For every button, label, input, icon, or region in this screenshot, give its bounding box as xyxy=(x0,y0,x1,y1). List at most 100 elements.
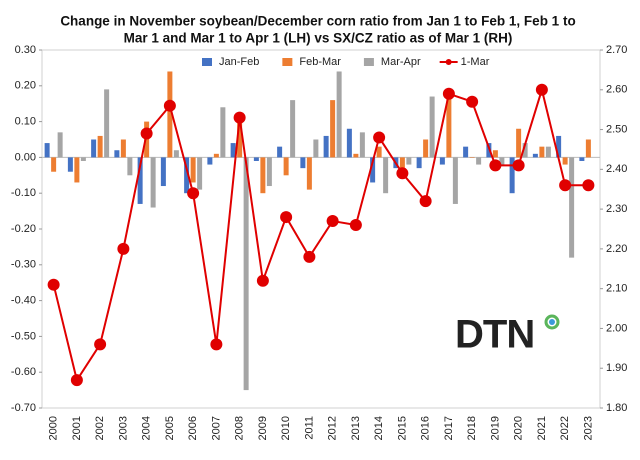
x-tick-label: 2018 xyxy=(466,416,478,440)
bar xyxy=(283,157,289,176)
y-tick-label: -0.70 xyxy=(11,402,36,414)
line-marker xyxy=(349,219,362,232)
y-tick-label: 0.10 xyxy=(15,116,36,128)
bar xyxy=(423,139,429,158)
y2-tick-label: 2.20 xyxy=(606,243,627,255)
line-marker xyxy=(373,131,386,144)
bar xyxy=(184,157,190,194)
bar xyxy=(114,150,120,158)
line-marker xyxy=(187,187,200,200)
y2-tick-label: 1.80 xyxy=(606,402,627,414)
line-marker xyxy=(233,111,246,124)
bar xyxy=(313,139,319,158)
y-tick-label: -0.60 xyxy=(11,366,36,378)
y2-tick-label: 2.00 xyxy=(606,322,627,334)
line-marker xyxy=(442,87,455,100)
legend-swatch xyxy=(445,59,452,65)
bar xyxy=(476,157,482,165)
y2-tick-label: 2.10 xyxy=(606,283,627,295)
bar xyxy=(220,107,226,158)
bar xyxy=(439,157,445,165)
logo-mark xyxy=(544,314,560,330)
bar xyxy=(173,150,179,158)
bar xyxy=(300,157,306,169)
line-marker xyxy=(94,338,107,351)
bar xyxy=(562,157,568,165)
bar xyxy=(160,157,166,187)
bar xyxy=(399,157,405,172)
legend-swatch xyxy=(282,58,293,66)
bar xyxy=(44,143,50,158)
bar xyxy=(74,157,80,183)
x-tick-label: 2007 xyxy=(210,416,222,440)
bar xyxy=(330,100,336,158)
x-tick-label: 2023 xyxy=(582,416,594,440)
bar xyxy=(509,157,515,194)
line-marker xyxy=(47,278,60,291)
y-tick-label: -0.30 xyxy=(11,259,36,271)
legend-label: Mar-Apr xyxy=(381,56,421,68)
bar xyxy=(167,71,173,158)
line-marker xyxy=(512,159,525,172)
bar xyxy=(353,153,359,158)
x-tick-label: 2019 xyxy=(489,416,501,440)
bar xyxy=(406,157,412,165)
bar xyxy=(346,128,352,158)
chart-title: Change in November soybean/December corn… xyxy=(60,14,575,29)
legend-label: Jan-Feb xyxy=(219,56,259,68)
y-tick-label: -0.50 xyxy=(11,330,36,342)
bar xyxy=(97,135,103,158)
bar xyxy=(80,157,86,161)
bar xyxy=(243,157,249,391)
bar xyxy=(383,157,389,194)
y2-tick-label: 2.70 xyxy=(606,44,627,56)
bar xyxy=(120,139,126,158)
bar xyxy=(150,157,156,208)
bar xyxy=(556,135,562,158)
line-marker xyxy=(280,211,293,224)
y2-tick-label: 2.30 xyxy=(606,203,627,215)
x-tick-label: 2020 xyxy=(513,416,525,440)
bar xyxy=(197,157,203,190)
bar xyxy=(306,157,312,190)
line-marker xyxy=(326,215,339,228)
bar xyxy=(446,92,452,158)
line-marker xyxy=(303,250,316,263)
bar xyxy=(359,132,365,158)
y2-tick-label: 2.60 xyxy=(606,84,627,96)
bar xyxy=(499,157,505,165)
bar xyxy=(237,114,243,158)
bar xyxy=(253,157,259,161)
bar xyxy=(452,157,458,204)
bar xyxy=(545,146,551,158)
bar xyxy=(323,135,329,158)
line-marker xyxy=(210,338,223,351)
legend-swatch xyxy=(202,58,212,66)
x-tick-label: 2011 xyxy=(303,416,315,440)
y-tick-label: 0.20 xyxy=(15,80,36,92)
line-marker xyxy=(70,374,83,387)
y-tick-label: -0.40 xyxy=(11,295,36,307)
x-tick-label: 2002 xyxy=(94,416,106,440)
bar xyxy=(336,71,342,158)
x-tick-label: 2008 xyxy=(234,416,246,440)
x-tick-label: 2000 xyxy=(48,416,60,440)
bar xyxy=(57,132,63,158)
line-marker xyxy=(140,127,153,140)
y-tick-label: 0.30 xyxy=(15,44,36,56)
line-marker xyxy=(419,195,432,208)
bar xyxy=(213,153,219,158)
bar xyxy=(290,100,296,158)
bar xyxy=(137,157,143,204)
chart-title: Mar 1 and Mar 1 to Apr 1 (LH) vs SX/CZ r… xyxy=(124,31,513,46)
x-tick-label: 2012 xyxy=(327,416,339,440)
x-tick-label: 2022 xyxy=(559,416,571,440)
bar xyxy=(104,89,110,158)
bar xyxy=(516,128,522,158)
bar xyxy=(463,146,469,158)
x-tick-label: 2016 xyxy=(420,416,432,440)
bar xyxy=(207,157,213,165)
line-marker xyxy=(582,179,595,192)
x-tick-label: 2013 xyxy=(350,416,362,440)
